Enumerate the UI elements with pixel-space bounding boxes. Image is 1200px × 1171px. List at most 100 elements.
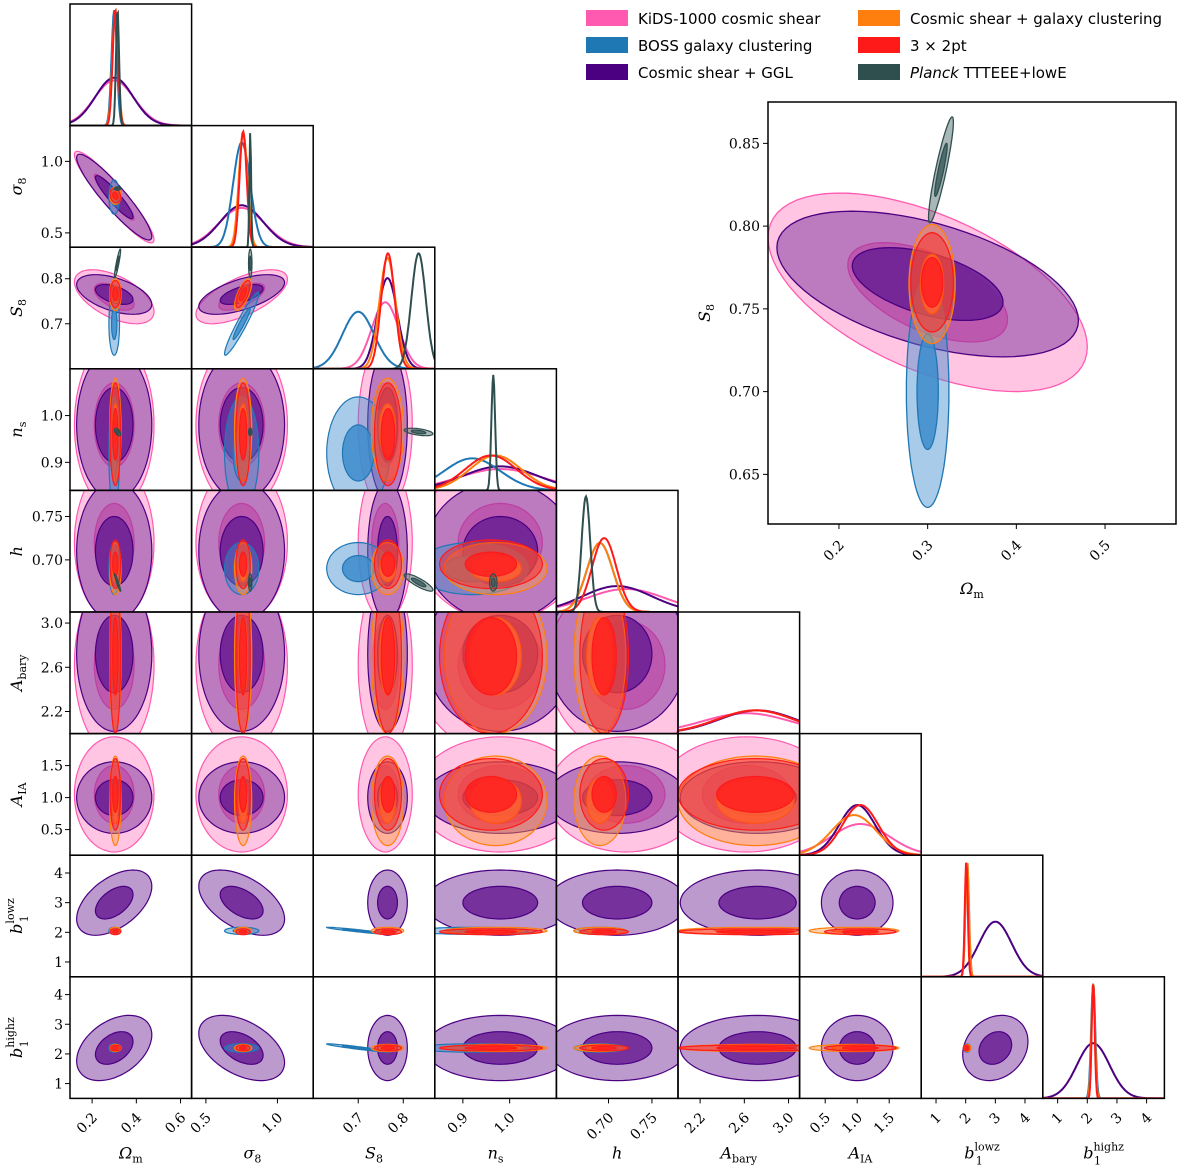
xtick-b2: 3 <box>1108 1110 1126 1128</box>
contour-x3-Ab-AIA-1sigma <box>716 775 795 813</box>
marginal-ggl-AIA <box>799 803 922 856</box>
contour-x3-Om-s8-1sigma <box>112 191 119 200</box>
panel-Om-Ab: 2.2 2.6 3.0 Abary <box>7 611 193 735</box>
panel-s8-ns <box>190 368 314 492</box>
marginal-x3-b2 <box>1042 984 1165 1099</box>
xtick-h: 0.75 <box>627 1110 660 1143</box>
ytick-Ab: 3.0 <box>41 616 63 632</box>
ylabel-S8: S8 <box>7 299 29 317</box>
panel-s8-h <box>190 489 314 613</box>
contour-x3-Om-S8-1sigma <box>112 286 119 302</box>
panel-s8-S8 <box>190 246 314 370</box>
ytick-b2: 3 <box>54 1017 63 1033</box>
hist-panel-s8 <box>190 124 314 248</box>
contour-x3-Om-AIA-1sigma <box>112 775 119 813</box>
ylabel-b2: bhighz1 <box>4 1017 31 1058</box>
xtick-Om: 0.2 <box>74 1110 101 1137</box>
marginal-planck-s8 <box>191 133 314 248</box>
panel-h-Ab <box>555 611 679 735</box>
xtick-b1: 4 <box>1016 1110 1034 1128</box>
legend-label-planck: Planck TTTEEE+lowE <box>910 64 1067 82</box>
xtick-AIA: 0.5 <box>807 1110 834 1137</box>
xtick-S8: 0.7 <box>340 1110 367 1137</box>
contour-planck-S8-h-1sigma <box>410 577 427 588</box>
contour-x3-S8-h-1sigma <box>380 551 396 578</box>
panel-ns-Ab <box>434 611 558 735</box>
xtick-Ab: 3.0 <box>770 1110 797 1137</box>
contour-x3-Om-ns-1sigma <box>112 407 119 461</box>
legend-swatch-planck <box>858 64 900 80</box>
ytick-s8: 0.5 <box>41 226 63 242</box>
ytick-AIA: 0.5 <box>41 823 63 839</box>
ytick-S8: 0.7 <box>41 317 63 333</box>
legend-label-boss: BOSS galaxy clustering <box>638 37 812 55</box>
hist-panel-b2: 1 2 3 4 bhighz 1 <box>1042 976 1166 1167</box>
ytick-b2: 1 <box>54 1077 63 1093</box>
zoom-ytick: 0.75 <box>729 302 760 318</box>
contour-x3-ns-h-1sigma <box>464 551 518 578</box>
contour-x3-s8-AIA-1sigma <box>238 775 248 813</box>
zoom-xtick: 0.5 <box>1087 538 1114 565</box>
contour-x3-s8-h-1sigma <box>238 551 248 578</box>
zoom-xtick: 0.4 <box>998 537 1025 564</box>
contour-x3-AIA-b2-1sigma <box>841 1045 879 1051</box>
ylabel-ns: ns <box>7 421 29 437</box>
xlabel-b2: bhighz 1 <box>1083 1140 1124 1167</box>
xtick-b2: 1 <box>1049 1110 1067 1128</box>
zoom-contour-x3-1sigma <box>920 256 944 308</box>
contour-x3-ns-Ab-1sigma <box>464 616 518 696</box>
contour-ggl-h-b1-1sigma <box>581 885 653 920</box>
zoom-xlabel: Ωm <box>959 579 984 601</box>
ytick-ns: 1.0 <box>41 409 63 425</box>
marginal-x3-AIA <box>799 803 922 856</box>
panel-Ab-b1 <box>677 854 801 978</box>
ytick-b1: 4 <box>54 866 63 882</box>
legend-label-kids: KiDS-1000 cosmic shear <box>638 10 821 28</box>
contour-x3-Om-h-1sigma <box>112 551 119 578</box>
panel-s8-Ab <box>190 611 314 735</box>
zoom-contour-planck-1sigma <box>934 142 948 197</box>
panel-s8-b1 <box>190 854 314 978</box>
xtick-b1: 1 <box>927 1110 945 1128</box>
xtick-ns: 1.0 <box>491 1110 518 1137</box>
contour-planck-Om-s8-1sigma <box>115 187 120 190</box>
contour-x3-Ab-b2-1sigma <box>715 1045 796 1051</box>
xtick-b1: 3 <box>987 1110 1005 1128</box>
ytick-S8: 0.8 <box>41 272 63 288</box>
marginal-boss-b1 <box>921 862 1043 977</box>
ytick-b1: 3 <box>54 896 63 912</box>
contour-boss-S8-b2-1sigma <box>341 1045 376 1051</box>
marginal-ggl-b1 <box>921 920 1043 977</box>
contour-x3-h-Ab-1sigma <box>591 616 617 696</box>
marginal-x3-Ab <box>678 709 800 732</box>
contour-ggl-S8-b1-1sigma <box>377 885 398 920</box>
xtick-s8: 0.5 <box>188 1110 215 1137</box>
contour-x3-S8-Ab-1sigma <box>380 616 396 696</box>
hist-panel-ns <box>434 368 558 492</box>
panel-s8-b2: 0.5 1.0 σ8 <box>188 976 314 1165</box>
contour-x3-s8-b1-1sigma <box>238 929 248 934</box>
xlabel-h: h <box>612 1143 622 1162</box>
ytick-b1: 2 <box>54 925 63 941</box>
xtick-b2: 4 <box>1138 1110 1156 1128</box>
xlabel-Ab: Abary <box>718 1143 757 1165</box>
contour-x3-s8-Ab-1sigma <box>238 616 248 696</box>
contour-x3-s8-ns-1sigma <box>238 407 248 461</box>
marginal-planck-ns <box>434 374 557 491</box>
marginal-planck-S8 <box>313 252 435 369</box>
xtick-ns: 0.9 <box>445 1110 472 1137</box>
contour-x3-s8-S8-1sigma <box>238 286 248 302</box>
ytick-AIA: 1.5 <box>41 759 63 775</box>
contour-x3-Om-b1-1sigma <box>112 929 119 934</box>
panel-S8-b1 <box>312 854 436 978</box>
ytick-b2: 2 <box>54 1047 63 1063</box>
zoom-xtick: 0.2 <box>821 538 848 565</box>
panel-Om-b2: 1 2 3 4 bhighz1 0.2 0.4 0.6 Ωm <box>4 976 193 1165</box>
xlabel-S8: S8 <box>365 1143 383 1165</box>
contour-ggl-Om-h-1sigma <box>94 515 134 587</box>
panel-S8-h <box>312 489 436 613</box>
marginal-x3-h <box>556 537 678 612</box>
marginal-x3-S8 <box>313 252 435 369</box>
marginal-boss-b2 <box>1042 983 1165 1099</box>
panel-S8-b2: 0.7 0.8S8 <box>312 976 436 1165</box>
